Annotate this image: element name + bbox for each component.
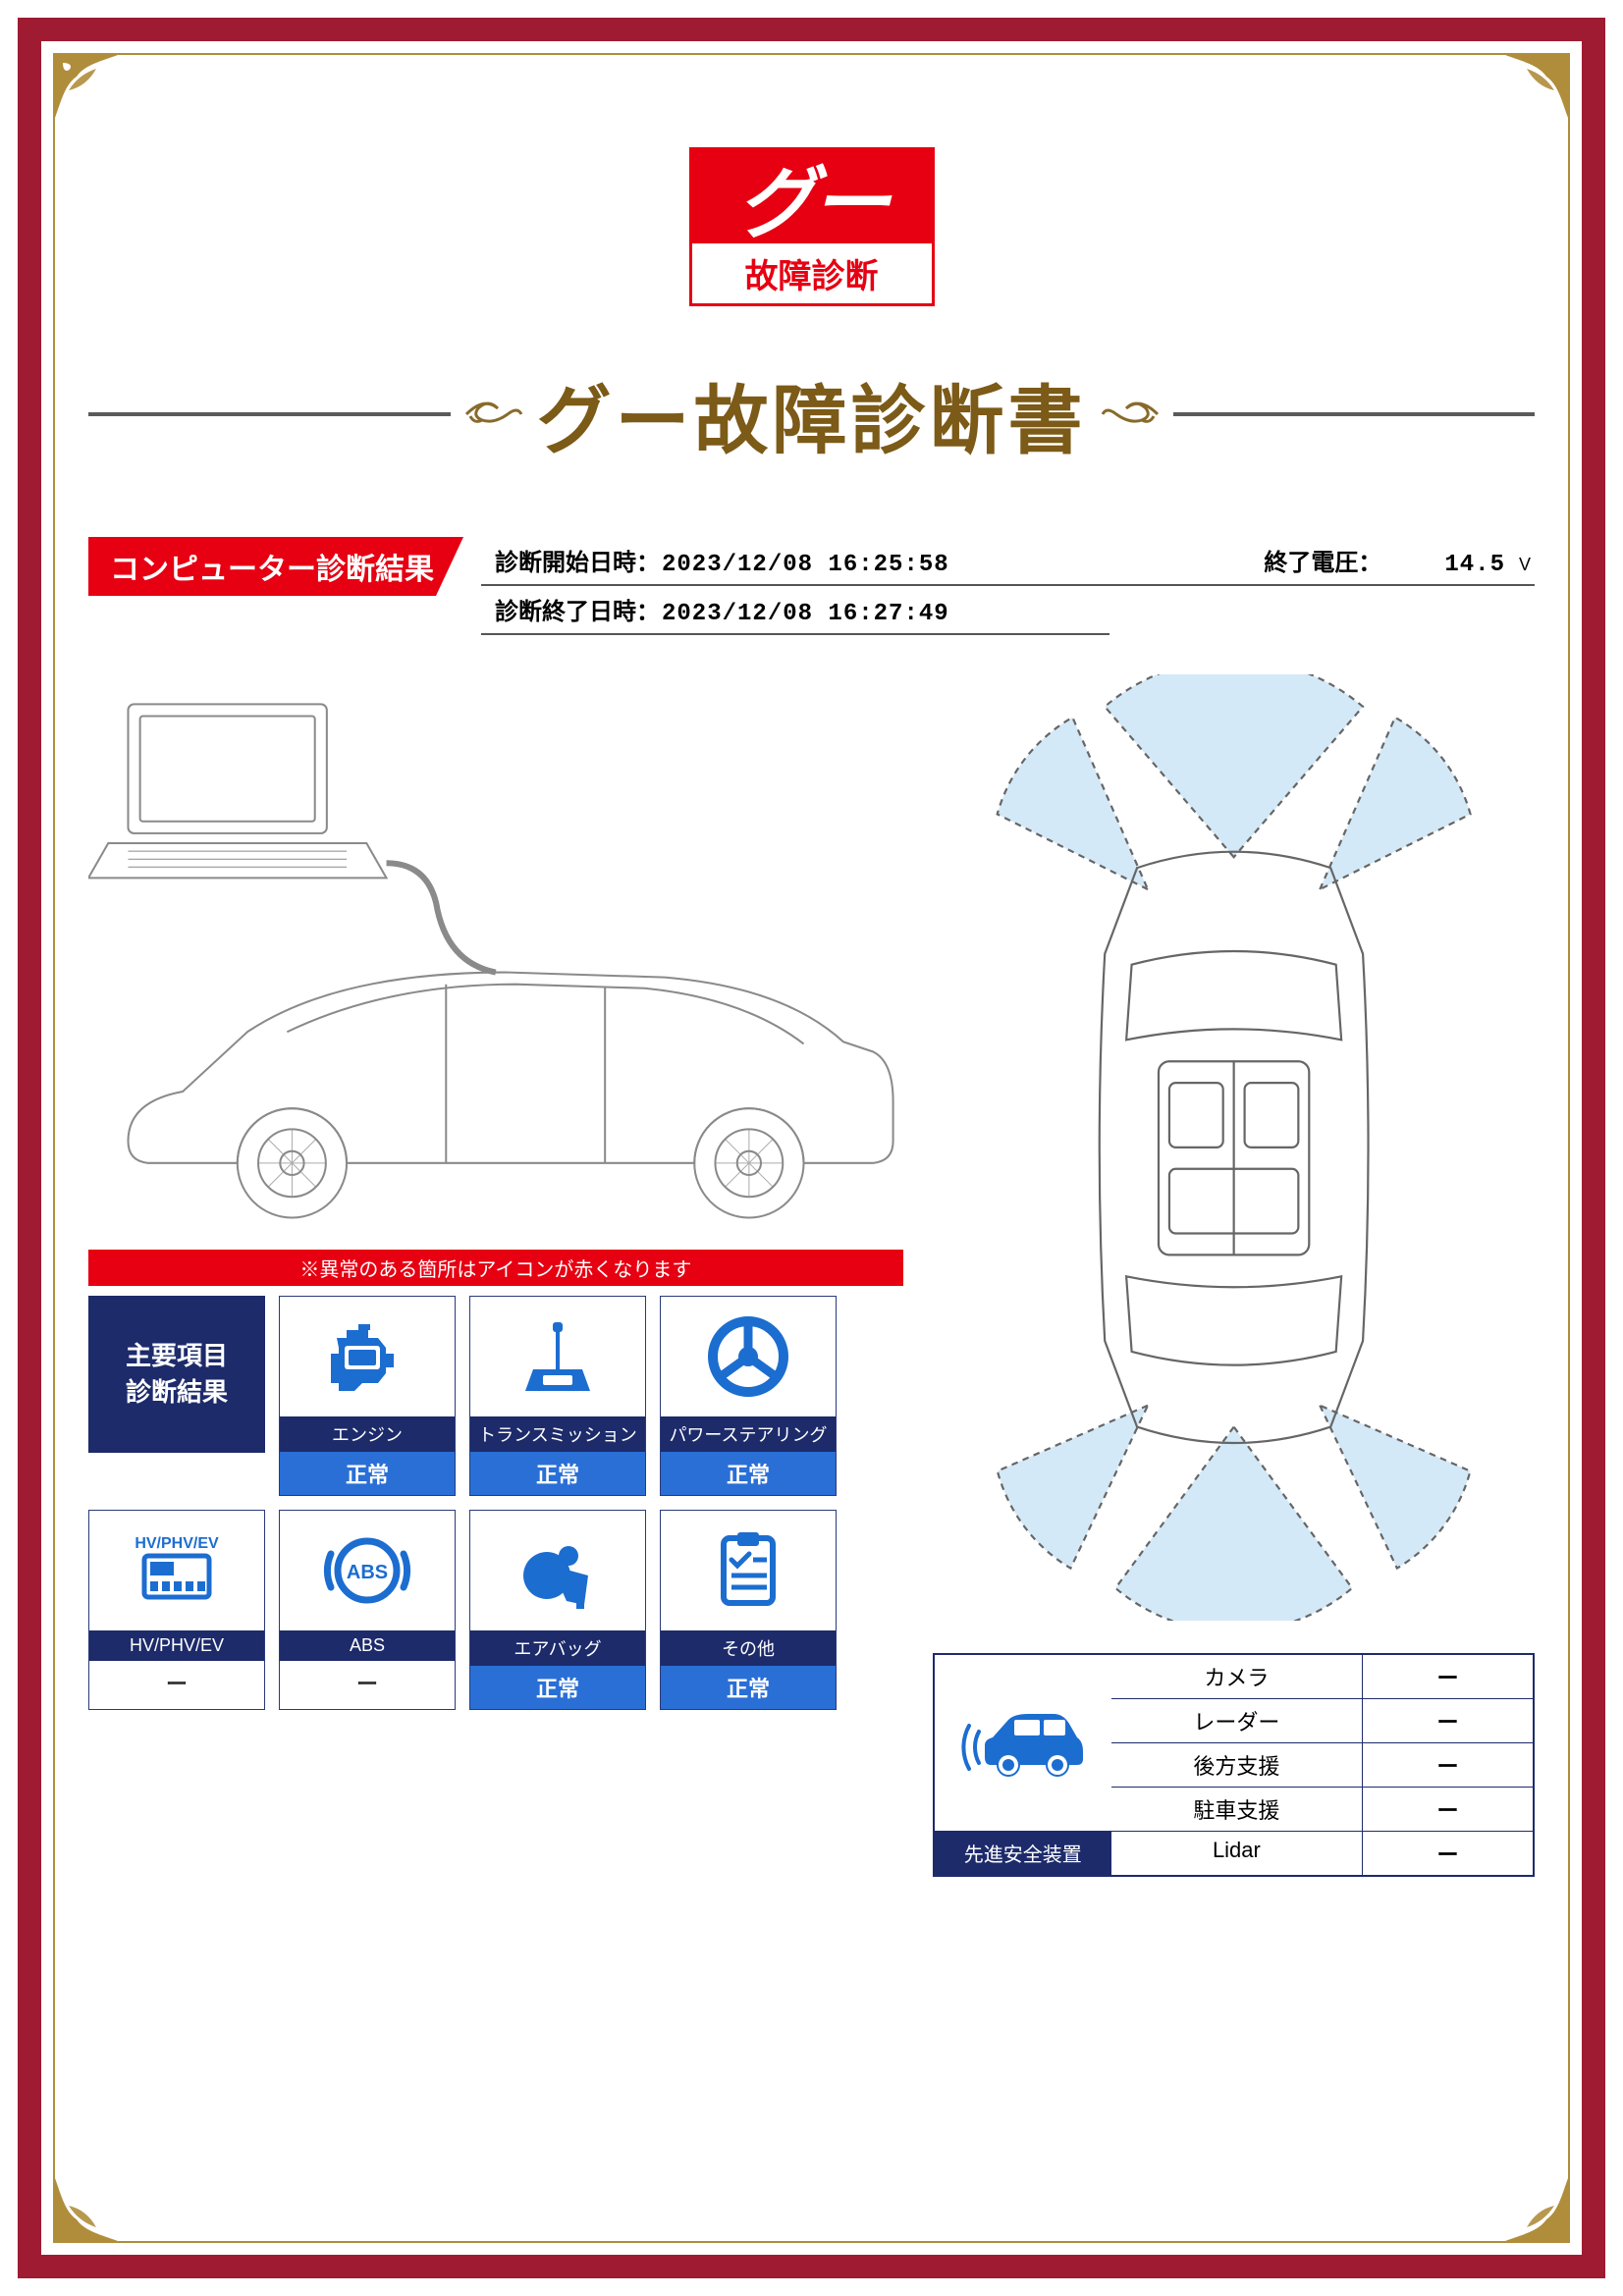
flourish-left-icon bbox=[464, 395, 523, 434]
safety-car-icon bbox=[935, 1655, 1111, 1831]
meta-end-row: 診断終了日時： 2023/12/08 16:27:49 bbox=[481, 586, 1109, 635]
safety-row-name: カメラ bbox=[1111, 1655, 1363, 1698]
document-title: グー故障診断書 bbox=[537, 360, 1087, 468]
meta-voltage-unit: V bbox=[1519, 555, 1531, 575]
safety-row-value: ー bbox=[1363, 1655, 1533, 1698]
meta-start-row: 診断開始日時： 2023/12/08 16:25:58 終了電圧： 14.5 V bbox=[481, 537, 1535, 586]
car-top-sensors-diagram-icon bbox=[933, 674, 1535, 1621]
safety-row: 後方支援ー bbox=[1111, 1743, 1533, 1788]
result-card-status: 正常 bbox=[470, 1452, 645, 1495]
title-row: グー故障診断書 bbox=[88, 360, 1535, 468]
car-side-diagram-icon bbox=[88, 674, 903, 1231]
meta-voltage-label: 終了電圧： bbox=[1264, 543, 1431, 577]
result-card-engine: エンジン 正常 bbox=[279, 1296, 456, 1496]
brand-logo: グー 故障診断 bbox=[689, 147, 935, 306]
result-card-status: 正常 bbox=[661, 1452, 836, 1495]
result-card-label: トランスミッション bbox=[470, 1416, 645, 1452]
result-card-status: ー bbox=[89, 1661, 264, 1704]
title-rule bbox=[88, 412, 451, 416]
title-rule bbox=[1173, 412, 1536, 416]
safety-row-value: ー bbox=[1363, 1788, 1533, 1831]
safety-title: 先進安全装置 bbox=[935, 1831, 1111, 1875]
abs-icon bbox=[280, 1511, 455, 1630]
result-card-status: 正常 bbox=[661, 1666, 836, 1709]
safety-row-value: ー bbox=[1363, 1832, 1533, 1875]
brand-logo-script: グー bbox=[692, 150, 932, 243]
result-card-status: ー bbox=[280, 1661, 455, 1704]
result-card-other: その他 正常 bbox=[660, 1510, 837, 1710]
result-card-status: 正常 bbox=[280, 1452, 455, 1495]
safety-table: 先進安全装置 カメラーレーダーー後方支援ー駐車支援ーLidarー bbox=[933, 1653, 1535, 1877]
result-card-label: エンジン bbox=[280, 1416, 455, 1452]
section-ribbon: コンピューター診断結果 bbox=[88, 537, 463, 596]
result-card-steer: パワーステアリング 正常 bbox=[660, 1296, 837, 1496]
flourish-right-icon bbox=[1101, 395, 1160, 434]
meta-end-value: 2023/12/08 16:27:49 bbox=[662, 601, 949, 627]
trans-icon bbox=[470, 1297, 645, 1416]
engine-icon bbox=[280, 1297, 455, 1416]
airbag-icon bbox=[470, 1511, 645, 1630]
safety-row: レーダーー bbox=[1111, 1699, 1533, 1743]
result-card-abs: ABS ー bbox=[279, 1510, 456, 1710]
safety-row: Lidarー bbox=[1111, 1832, 1533, 1875]
result-card-label: HV/PHV/EV bbox=[89, 1630, 264, 1661]
steer-icon bbox=[661, 1297, 836, 1416]
safety-row: 駐車支援ー bbox=[1111, 1788, 1533, 1832]
result-card-airbag: エアバッグ 正常 bbox=[469, 1510, 646, 1710]
safety-row-name: 駐車支援 bbox=[1111, 1788, 1363, 1831]
meta-end-label: 診断終了日時： bbox=[495, 592, 662, 626]
meta-voltage-value: 14.5 bbox=[1444, 552, 1505, 578]
meta-start-value: 2023/12/08 16:25:58 bbox=[662, 552, 949, 578]
result-card-label: エアバッグ bbox=[470, 1630, 645, 1666]
safety-row-name: レーダー bbox=[1111, 1699, 1363, 1742]
safety-row-value: ー bbox=[1363, 1743, 1533, 1787]
brand-logo-subtitle: 故障診断 bbox=[692, 243, 932, 303]
safety-row-name: 後方支援 bbox=[1111, 1743, 1363, 1787]
result-card-hvev: HV/PHV/EV ー bbox=[88, 1510, 265, 1710]
result-card-trans: トランスミッション 正常 bbox=[469, 1296, 646, 1496]
safety-row-value: ー bbox=[1363, 1699, 1533, 1742]
results-grid: 主要項目診断結果 エンジン 正常 トランスミッション 正常 パワーステアリング … bbox=[88, 1296, 903, 1710]
results-note: ※異常のある箇所はアイコンが赤くなります bbox=[88, 1250, 903, 1286]
result-card-label: ABS bbox=[280, 1630, 455, 1661]
safety-row-name: Lidar bbox=[1111, 1832, 1363, 1875]
result-card-label: パワーステアリング bbox=[661, 1416, 836, 1452]
header-card-line2: 診断結果 bbox=[126, 1374, 228, 1410]
header-card-line1: 主要項目 bbox=[126, 1338, 228, 1373]
hvev-icon bbox=[89, 1511, 264, 1630]
other-icon bbox=[661, 1511, 836, 1630]
results-header-card: 主要項目診断結果 bbox=[88, 1296, 265, 1496]
result-card-status: 正常 bbox=[470, 1666, 645, 1709]
meta-start-label: 診断開始日時： bbox=[495, 543, 662, 577]
result-card-label: その他 bbox=[661, 1630, 836, 1666]
safety-row: カメラー bbox=[1111, 1655, 1533, 1699]
